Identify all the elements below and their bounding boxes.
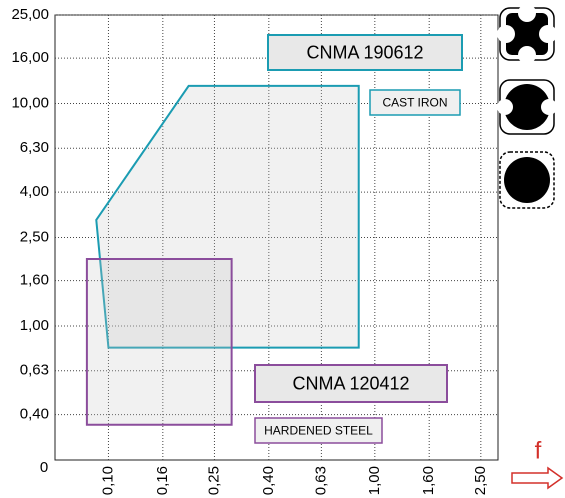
x-tick-label: 0,16 [154,466,171,495]
x-marker: f [535,437,542,464]
arrow [511,466,564,490]
y-tick-label: 1,60 [20,272,49,289]
insert-icon [497,4,557,64]
origin-label: 0 [40,459,48,476]
material-box [254,417,383,444]
label-box [267,34,463,71]
x-tick-label: 0,63 [312,466,329,495]
x-tick-label: 1,60 [420,466,437,495]
label-box [254,364,448,403]
material-label: CAST IRON [382,96,447,110]
insert-icon [497,79,557,135]
y-tick-label: 2,50 [20,228,49,245]
x-tick-label: 0,10 [99,466,116,495]
x-tick-label: 2,50 [472,466,489,495]
x-tick-label: 1,00 [366,466,383,495]
material-box [369,89,461,116]
series-name: CNMA 190612 [306,42,423,62]
y-tick-label: 25,00 [11,6,49,23]
y-tick-label: 6,30 [20,139,49,156]
y-tick-label: 4,00 [20,183,49,200]
region [85,258,233,426]
y-tick-label: 1,00 [20,317,49,334]
material-label: HARDENED STEEL [264,424,373,438]
y-tick-label: 0,63 [20,362,49,379]
y-tick-label: 16,00 [11,49,49,66]
region [95,84,360,349]
series-name: CNMA 120412 [292,373,409,393]
y-tick-label: 0,40 [20,406,49,423]
y-tick-label: 10,00 [11,95,49,112]
x-tick-label: 0,40 [260,466,277,495]
x-tick-label: 0,25 [205,466,222,495]
insert-icon [499,151,555,209]
